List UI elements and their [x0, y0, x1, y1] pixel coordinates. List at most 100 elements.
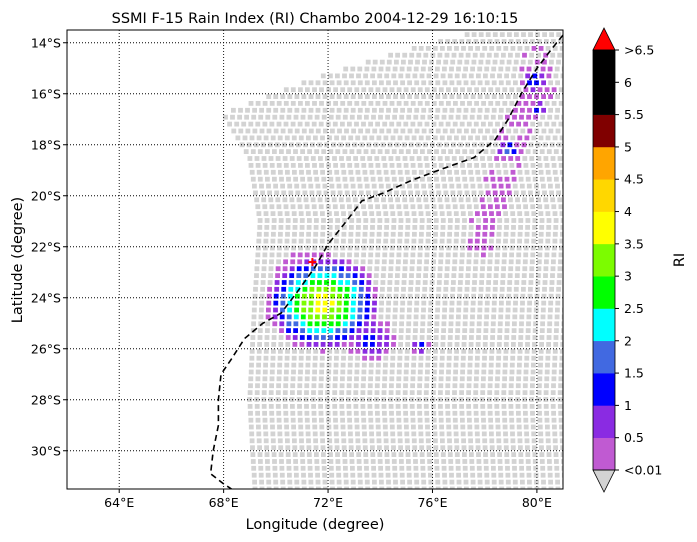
swath-cell: [362, 355, 367, 361]
colorbar-segment: [593, 114, 615, 148]
swath-cell: [418, 424, 423, 430]
swath-cell: [561, 66, 563, 72]
swath-cell: [504, 225, 509, 230]
swath-cell: [265, 328, 270, 333]
swath-cell: [370, 328, 376, 333]
swath-cell: [426, 348, 431, 354]
swath-cell: [425, 238, 431, 244]
swath-cell: [281, 142, 287, 148]
swath-cell: [547, 66, 553, 72]
swath-cell: [296, 266, 302, 272]
swath-cell: [434, 114, 440, 120]
swath-cell: [443, 59, 449, 65]
swath-cell: [409, 397, 415, 402]
swath-cell: [277, 362, 283, 368]
swath-cell: [403, 259, 408, 265]
swath-cell: [447, 231, 452, 237]
swath-cell: [400, 107, 405, 113]
swath-cell: [473, 204, 479, 210]
swath-cell: [410, 163, 416, 168]
swath-cell: [431, 204, 437, 210]
swath-cell: [453, 369, 458, 375]
swath-cell: [437, 197, 443, 203]
swath-cell: [325, 266, 330, 272]
swath-cell: [370, 452, 376, 457]
swath-cell: [297, 204, 303, 210]
swath-cell: [413, 149, 418, 154]
colorbar-segment: [593, 276, 615, 309]
swath-cell: [478, 286, 484, 292]
swath-cell: [316, 190, 322, 196]
swath-cell: [453, 424, 459, 430]
swath-cell: [411, 238, 417, 244]
swath-cell: [405, 73, 411, 79]
swath-cell: [547, 321, 553, 327]
swath-cell: [418, 135, 424, 141]
swath-cell: [440, 231, 445, 237]
swath-cell: [490, 149, 496, 154]
swath-cell: [565, 404, 570, 409]
swath-cell: [525, 149, 531, 154]
swath-cell: [512, 465, 517, 471]
swath-cell: [289, 142, 294, 148]
swath-cell: [506, 286, 512, 292]
swath-cell: [341, 342, 347, 347]
swath-cell: [404, 238, 410, 244]
swath-cell: [292, 438, 297, 444]
swath-cell: [530, 204, 536, 210]
swath-cell: [389, 101, 395, 106]
swath-cell: [543, 390, 549, 395]
swath-cell: [256, 424, 261, 430]
swath-cell: [400, 80, 405, 86]
swath-cell: [396, 252, 402, 258]
swath-cell: [431, 404, 436, 409]
swath-cell: [310, 197, 316, 203]
swath-cell: [340, 252, 345, 258]
swath-cell: [383, 348, 389, 354]
swath-cell: [308, 472, 313, 478]
swath-cell: [319, 163, 324, 168]
swath-cell: [449, 300, 455, 306]
swath-cell: [518, 459, 524, 464]
swath-cell: [262, 369, 268, 375]
swath-cell: [342, 335, 347, 340]
swath-cell: [524, 438, 530, 444]
swath-cell: [354, 376, 359, 382]
swath-cell: [359, 273, 365, 278]
swath-cell: [425, 245, 430, 251]
swath-cell: [385, 465, 391, 471]
swath-cell: [286, 176, 291, 182]
swath-cell: [364, 183, 370, 189]
swath-cell: [320, 342, 326, 347]
swath-cell: [403, 369, 409, 375]
swath-cell: [403, 410, 408, 416]
swath-cell: [412, 335, 418, 340]
swath-cell: [251, 472, 257, 478]
swath-cell: [478, 486, 483, 489]
swath-cell: [405, 328, 411, 333]
colorbar-tick-label: 1: [624, 398, 632, 413]
colorbar-frame: [592, 49, 616, 471]
swath-cell: [495, 424, 501, 430]
swath-cell: [427, 314, 433, 320]
swath-cell: [376, 211, 382, 216]
swath-cell: [417, 204, 423, 210]
swath-cell: [294, 307, 299, 313]
swath-cell: [374, 156, 380, 161]
swath-cell: [356, 459, 362, 464]
swath-cell: [440, 342, 446, 347]
swath-cell: [284, 362, 290, 368]
swath-cell: [279, 472, 285, 478]
swath-cell: [349, 114, 355, 120]
swath-cell: [379, 486, 385, 489]
swath-cell: [320, 348, 326, 354]
swath-cell: [490, 335, 495, 340]
swath-cell: [443, 190, 449, 196]
swath-cell: [510, 355, 516, 361]
swath-cell: [406, 465, 412, 471]
swath-cell: [424, 204, 430, 210]
swath-cell: [376, 169, 382, 175]
swath-cell: [441, 149, 446, 154]
swath-cell: [318, 259, 324, 265]
swath-cell: [416, 390, 422, 395]
